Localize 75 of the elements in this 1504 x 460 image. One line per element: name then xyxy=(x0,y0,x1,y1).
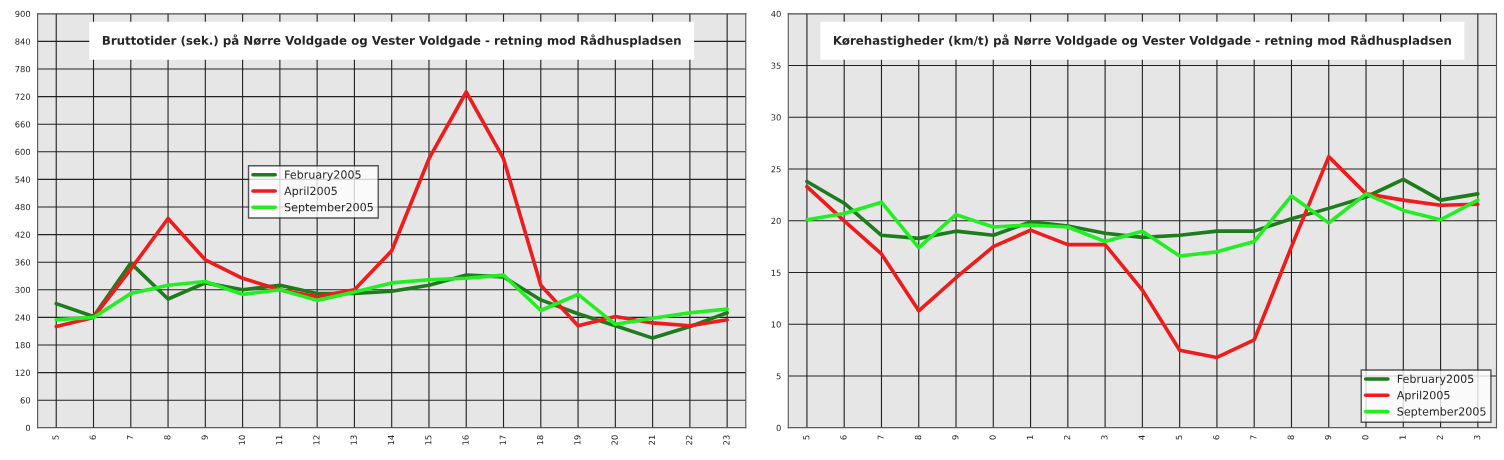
x-tick-label: 9 xyxy=(201,435,208,440)
x-tick-label: 6 xyxy=(89,435,96,440)
legend-label: February2005 xyxy=(285,170,361,181)
x-tick-label: 5 xyxy=(1175,435,1183,440)
x-tick-label: 9 xyxy=(1324,435,1332,440)
x-tick-label: 8 xyxy=(164,435,171,440)
x-tick-label: 7 xyxy=(877,435,884,440)
y-tick-label: 360 xyxy=(15,259,31,266)
x-tick-label: 7 xyxy=(127,435,134,440)
legend-label: September2005 xyxy=(1397,407,1486,418)
x-tick-label: 6 xyxy=(1213,435,1220,440)
x-tick-label: 3 xyxy=(1473,435,1481,440)
x-tick-label: 18 xyxy=(536,435,544,445)
x-tick-label: 14 xyxy=(387,435,394,445)
legend-label: April2005 xyxy=(1396,390,1450,402)
x-tick-label: 9 xyxy=(952,435,959,440)
legend-label: February2005 xyxy=(1397,374,1474,386)
x-tick-label: 7 xyxy=(1250,435,1257,440)
line-series xyxy=(54,90,729,329)
x-tick-label: 20 xyxy=(611,435,618,445)
y-tick-label: 900 xyxy=(15,10,31,18)
x-tick-label: 22 xyxy=(686,435,693,445)
y-tick-label: 60 xyxy=(20,397,31,404)
y-tick-label: 420 xyxy=(15,231,31,238)
x-tick-label: 16 xyxy=(462,435,469,445)
x-tick-label: 23 xyxy=(723,435,730,445)
y-tick-label: 0 xyxy=(776,424,781,432)
y-tick-label: 180 xyxy=(15,341,31,349)
x-tick-label: 3 xyxy=(1101,435,1108,440)
x-tick-label: 8 xyxy=(1287,435,1294,440)
y-tick-label: 540 xyxy=(15,176,31,183)
x-tick-label: 12 xyxy=(313,435,320,445)
y-tick-label: 480 xyxy=(15,203,31,211)
x-tick-label: 13 xyxy=(350,435,357,445)
y-tick-label: 20 xyxy=(771,217,781,225)
x-tick-label: 1 xyxy=(1399,435,1406,440)
y-tick-label: 600 xyxy=(15,148,31,156)
y-tick-label: 0 xyxy=(25,424,31,432)
x-tick-label: 4 xyxy=(1138,435,1145,440)
y-tick-label: 720 xyxy=(15,93,31,100)
x-tick-label: 10 xyxy=(238,435,246,445)
x-tick-label: 5 xyxy=(803,435,810,440)
y-tick-label: 840 xyxy=(15,38,31,45)
text: Bruttotider (sek.) på Nørre Voldgade og Vester Voldgade - retning mod Rådhuspladsen xyxy=(102,34,681,48)
line-series xyxy=(805,154,1480,360)
y-tick-label: 5 xyxy=(776,373,781,380)
y-tick-label: 10 xyxy=(771,321,781,328)
y-tick-label: 40 xyxy=(771,10,781,18)
x-tick-label: 5 xyxy=(52,435,59,440)
x-tick-label: 8 xyxy=(914,435,922,440)
y-tick-label: 120 xyxy=(15,369,31,376)
x-tick-label: 0 xyxy=(1362,435,1369,440)
y-tick-label: 660 xyxy=(15,121,31,128)
y-tick-label: 30 xyxy=(771,114,781,121)
line-series xyxy=(54,273,729,327)
legend-label: April2005 xyxy=(284,186,337,198)
legend-label: September2005 xyxy=(284,202,373,214)
text: Kørehastigheder (km/t) på Nørre Voldgade og Vester Voldgade - retning mod Rådhuspladsen xyxy=(833,34,1451,48)
y-tick-label: 25 xyxy=(771,166,781,173)
x-tick-label: 6 xyxy=(840,435,847,440)
y-tick-label: 15 xyxy=(771,269,781,276)
x-tick-label: 1 xyxy=(1026,435,1033,440)
line-series xyxy=(805,192,1480,258)
x-tick-label: 11 xyxy=(276,435,283,445)
y-tick-label: 35 xyxy=(771,62,781,69)
x-tick-label: 17 xyxy=(499,435,506,445)
y-tick-label: 240 xyxy=(15,314,31,321)
x-tick-label: 21 xyxy=(648,435,655,445)
x-tick-label: 2 xyxy=(1063,435,1071,440)
x-tick-label: 2 xyxy=(1436,435,1443,440)
y-tick-label: 780 xyxy=(15,65,31,73)
x-tick-label: 19 xyxy=(574,435,581,445)
y-tick-label: 300 xyxy=(15,286,31,294)
x-tick-label: 15 xyxy=(425,435,432,445)
x-tick-label: 0 xyxy=(989,435,996,440)
